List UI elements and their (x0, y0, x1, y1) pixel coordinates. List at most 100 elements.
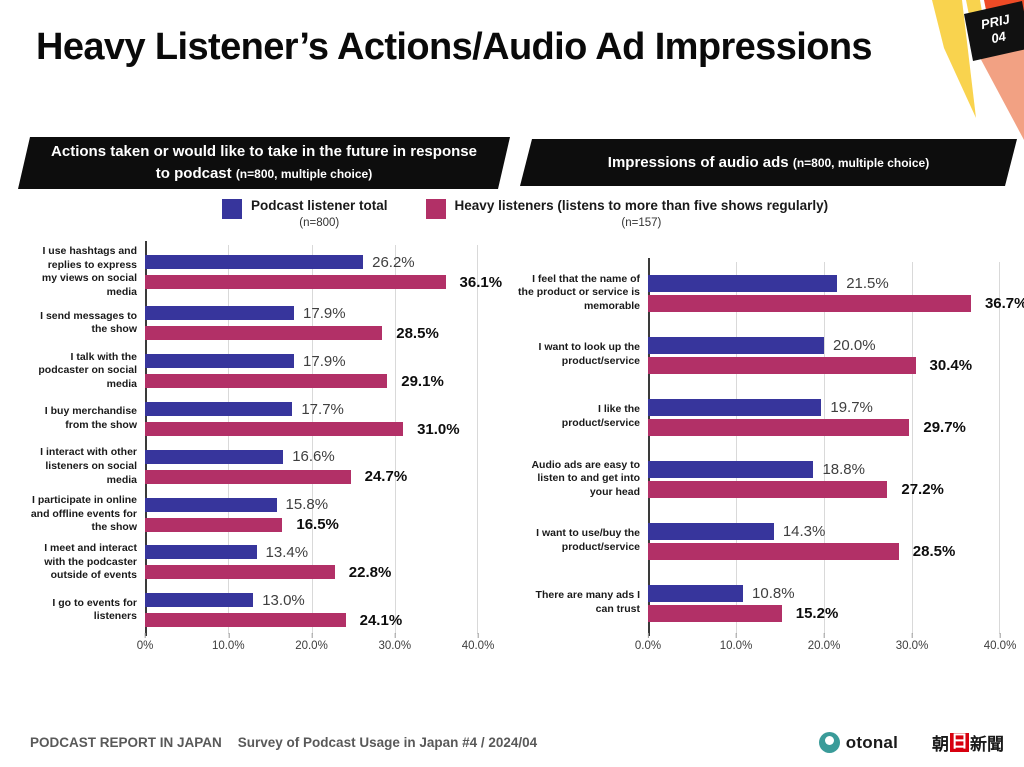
y-axis-line (145, 241, 147, 636)
bar-line: 24.1% (145, 612, 478, 629)
grid-layer (648, 258, 1000, 636)
bar-total (145, 593, 254, 608)
chart-row: I go to events for listeners 13.0% 24.1% (30, 586, 478, 634)
otonal-icon (818, 732, 840, 753)
x-tick: 0.0% (634, 633, 662, 652)
value-label: 16.6% (292, 448, 335, 466)
value-label: 29.7% (923, 418, 966, 436)
x-tick: 10.0% (719, 633, 753, 652)
grid-layer (145, 241, 478, 636)
bar-heavy (648, 294, 971, 312)
report-name: PODCAST REPORT IN JAPAN (30, 735, 222, 750)
y-axis-line (648, 258, 650, 636)
chart-row: I buy merchandise from the show 17.7% 31.0… (30, 395, 478, 443)
category-label: I feel that the name of the product or s… (518, 272, 640, 312)
value-label: 21.5% (846, 274, 889, 292)
value-label: 15.2% (795, 604, 839, 622)
prij-badge-line1: PRIJ (980, 11, 1012, 32)
legend-item-total: Podcast listener total (n=800) (222, 198, 388, 229)
bar-heavy (648, 356, 916, 374)
category-label: I talk with the podcaster on social medi… (38, 350, 137, 391)
bar-line: 21.5% (648, 274, 1000, 292)
bar-line: 36.7% (648, 294, 1024, 312)
bar-line: 17.9% (145, 305, 478, 322)
bar-total (648, 460, 814, 478)
prij-badge (964, 1, 1024, 61)
bar-group: 21.5% 36.7% (648, 274, 1024, 312)
otonal-wordmark: otonal (845, 732, 898, 752)
prij-badge-line2: 04 (990, 28, 1008, 46)
bar-line: 31.0% (145, 421, 478, 438)
category-label: I use hashtags and replies to express my… (41, 245, 137, 298)
bar-line: 16.5% (145, 516, 478, 533)
chart-row: I talk with the podcaster on social medi… (30, 347, 478, 395)
x-tick: 20.0% (295, 633, 328, 652)
bar-total (145, 402, 293, 417)
x-tick: 30.0% (895, 633, 929, 652)
value-label: 16.5% (296, 516, 339, 534)
value-label: 18.8% (822, 460, 865, 478)
x-tick: 0% (136, 633, 154, 652)
legend-n-total: (n=800) (299, 217, 340, 230)
page-title: Heavy Listener’s Actions/Audio Ad Impres… (36, 26, 873, 68)
x-tick: 30.0% (378, 633, 412, 652)
chart-row: I feel that the name of the product or s… (518, 262, 1024, 324)
bar-line: 13.4% (145, 544, 478, 561)
value-label: 14.3% (782, 522, 826, 540)
bar-line: 30.4% (648, 356, 1000, 374)
chart-row: I like the product/service 19.7% 29.7% (518, 386, 1000, 448)
bar-heavy (145, 517, 283, 532)
bar-group: 16.6% 24.7% (145, 448, 478, 485)
bar-group: 13.0% 24.1% (145, 592, 478, 629)
value-label: 15.8% (285, 496, 329, 514)
chart-rows: I use hashtags and replies to express my… (30, 245, 502, 634)
value-label: 24.1% (359, 611, 403, 629)
bar-heavy (648, 418, 910, 436)
bar-group: 14.3% 28.5% (648, 522, 1000, 560)
category-label: I interact with other listeners on socia… (40, 446, 137, 486)
bar-group: 18.8% 27.2% (648, 460, 1000, 498)
bar-line: 13.0% (145, 592, 478, 609)
bar-total (145, 354, 295, 369)
corner-decoration: PRIJ 04 (932, 0, 1024, 140)
bar-line: 36.1% (145, 274, 502, 291)
bar-heavy (648, 480, 888, 498)
bar-line: 17.7% (145, 401, 478, 418)
bar-heavy (145, 469, 351, 484)
value-label: 17.7% (301, 400, 344, 418)
bar-group: 10.8% 15.2% (648, 584, 1000, 622)
section-title-actions: Actions taken or would like to take in t… (51, 143, 477, 182)
chart-row: I interact with other listeners on socia… (30, 443, 478, 491)
value-label: 17.9% (303, 304, 346, 322)
bar-line: 22.8% (145, 564, 478, 581)
value-label: 30.4% (929, 356, 973, 374)
bar-line: 18.8% (648, 460, 1000, 478)
bar-total (648, 522, 774, 540)
category-label: I go to events for listeners (52, 596, 137, 623)
bar-total (145, 545, 257, 560)
value-label: 36.7% (984, 294, 1024, 312)
asahi-chars-rest: 新聞 (970, 735, 1004, 754)
x-tick: 40.0% (461, 633, 495, 652)
chart-row: I meet and interact with the podcaster o… (30, 538, 478, 586)
x-axis: 0% 10.0% 20.0% 30.0% 40.0% (137, 633, 494, 660)
value-label: 36.1% (459, 273, 503, 291)
bar-total (648, 274, 838, 292)
bar-group: 17.9% 29.1% (145, 353, 478, 390)
gridline (394, 245, 396, 634)
value-label: 24.7% (364, 468, 408, 486)
gridline (477, 245, 478, 634)
bar-line: 14.3% (648, 522, 1000, 540)
value-label: 13.4% (265, 543, 309, 561)
category-label: I meet and interact with the podcaster o… (44, 541, 137, 582)
category-label: I buy merchandise from the show (44, 405, 137, 432)
survey-name: Survey of Podcast Usage in Japan #4 / 20… (237, 735, 538, 750)
bar-group: 17.7% 31.0% (145, 401, 478, 438)
bar-line: 10.8% (648, 584, 1000, 602)
bar-heavy (648, 542, 899, 560)
x-tick: 10.0% (211, 633, 245, 652)
chart-row: I use hashtags and replies to express my… (30, 245, 502, 300)
section-subtitle-impressions: (n=800, multiple choice) (792, 155, 930, 170)
category-label: There are many ads I can trust (535, 589, 640, 615)
bar-line: 28.5% (648, 542, 1000, 560)
